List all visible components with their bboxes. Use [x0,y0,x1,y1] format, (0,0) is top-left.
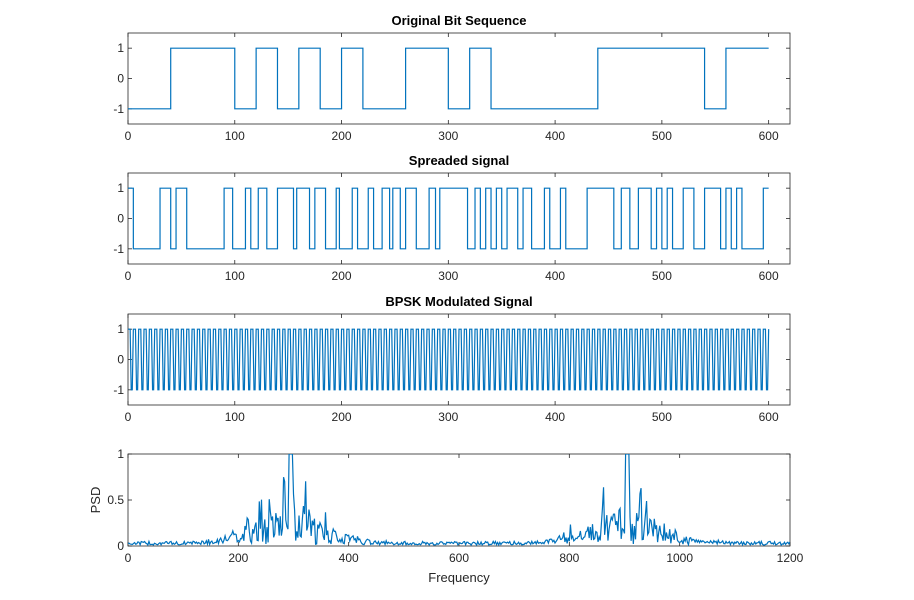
x-tick-label: 100 [225,269,245,283]
x-tick-label: 400 [545,410,565,424]
series-line [128,328,770,391]
series-line [128,47,769,110]
x-tick-label: 500 [652,410,672,424]
subplot-psd: Frequency PSD 0 200 400 600 800 1000 1200 0 0.5 1 [88,447,804,585]
x-tick-label: 400 [545,269,565,283]
x-tick-label: 600 [759,269,779,283]
x-tick-label: 500 [652,129,672,143]
x-tick-label: 800 [559,551,579,565]
x-tick-label: 300 [438,129,458,143]
y-tick-label: 0 [117,539,124,553]
y-tick-label: -1 [113,242,124,256]
subplot-spreaded-signal: Spreaded signal 0 100 200 300 400 500 600-101 [113,153,791,283]
y-tick-label: 0 [117,72,124,86]
y-tick-label: 1 [117,447,124,461]
y-tick-label: -1 [113,102,124,116]
y-tick-label: 1 [117,322,124,336]
series-line [128,187,769,250]
x-tick-label: 1000 [666,551,693,565]
x-tick-label: 300 [438,269,458,283]
y-tick-label: -1 [113,383,124,397]
x-tick-label: 200 [332,269,352,283]
x-tick-label: 100 [225,410,245,424]
x-tick-label: 500 [652,269,672,283]
x-tick-label: 200 [332,410,352,424]
x-tick-label: 600 [759,410,779,424]
x-tick-label: 100 [225,129,245,143]
subplot-bpsk-signal: BPSK Modulated Signal 0 100 200 300 400 500 60… [113,294,791,424]
x-tick-label: 200 [228,551,248,565]
x-tick-label: 0 [125,410,132,424]
subplot-title: Spreaded signal [409,153,509,168]
y-tick-label: 0 [117,212,124,226]
x-tick-label: 600 [759,129,779,143]
y-tick-label: 0.5 [107,493,124,507]
x-tick-label: 0 [125,551,132,565]
subplot-original-bits: Original Bit Sequence 0 100 200 300 400 500 60… [113,13,791,143]
x-tick-label: 400 [545,129,565,143]
x-tick-label: 0 [125,269,132,283]
x-axis-label: Frequency [428,570,490,585]
y-tick-label: 1 [117,41,124,55]
y-tick-label: 0 [117,353,124,367]
x-tick-label: 600 [449,551,469,565]
x-tick-label: 1200 [777,551,804,565]
series-line [128,454,790,546]
x-tick-label: 400 [339,551,359,565]
subplot-title: BPSK Modulated Signal [385,294,532,309]
x-tick-label: 0 [125,129,132,143]
y-axis-label: PSD [88,487,103,514]
y-tick-label: 1 [117,181,124,195]
x-tick-label: 200 [332,129,352,143]
x-tick-label: 300 [438,410,458,424]
subplot-title: Original Bit Sequence [391,13,526,28]
